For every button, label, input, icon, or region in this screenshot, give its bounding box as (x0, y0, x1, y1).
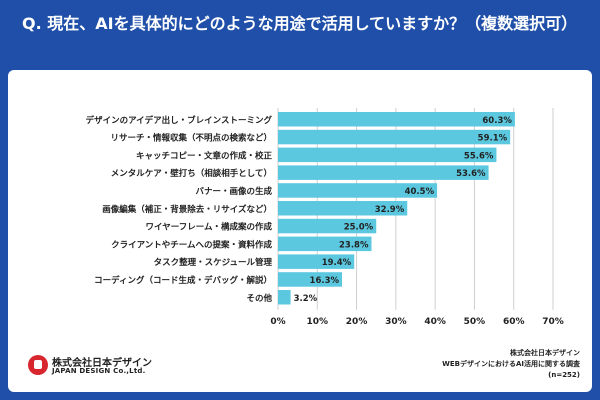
page-title: Q. 現在、AIを具体的にどのような用途で活用していますか？（複数選択可） (22, 14, 578, 33)
chart-card: 0% 10% 20% 30% 40% 50% 60% 70% デザインのアイデア出し・ブレインス… (8, 70, 592, 392)
logo-mark-icon (28, 355, 48, 375)
category-label: 画像編集（補正・背景除去・リサイズなど） (102, 204, 272, 215)
category-label: コーディング（コード生成・デバッグ・解説） (94, 275, 272, 286)
bar (278, 147, 497, 163)
bar (278, 254, 355, 269)
bar (278, 112, 515, 127)
source-company: 株式会社日本デザイン (510, 349, 580, 357)
x-tick-label: 0% (270, 317, 285, 327)
bar (278, 218, 377, 234)
value-label: 19.4% (322, 258, 352, 268)
value-label: 40.5% (405, 187, 435, 197)
company-logo: 株式会社日本デザイン JAPAN DESIGN Co.,Ltd. (28, 352, 152, 382)
x-tick-label: 50% (464, 317, 486, 327)
logo-subtitle: JAPAN DESIGN Co.,Ltd. (52, 367, 146, 375)
category-label: メンタルケア・壁打ち（相談相手として） (111, 168, 272, 179)
source-sample-size: (n=252) (548, 371, 580, 379)
bar (278, 290, 291, 305)
bar-chart: 0% 10% 20% 30% 40% 50% 60% 70% デザインのアイデア出し・ブレインス… (86, 108, 564, 327)
category-label: キャッチコピー・文章の作成・校正 (136, 150, 273, 161)
value-label: 16.3% (310, 276, 340, 286)
value-label: 25.0% (344, 223, 374, 233)
value-label: 55.6% (464, 151, 494, 161)
value-label: 32.9% (375, 205, 405, 215)
source-note: 株式会社日本デザイン WEBデザインにおけるAI活用に関する調査 (n=252) (442, 348, 580, 381)
bar (278, 129, 511, 145)
source-survey: WEBデザインにおけるAI活用に関する調査 (442, 360, 580, 368)
bar (278, 272, 343, 287)
value-label: 3.2% (294, 294, 318, 304)
x-tick-label: 40% (424, 317, 446, 327)
value-label: 23.8% (339, 240, 369, 250)
category-label: その他 (246, 293, 272, 304)
x-tick-label: 10% (307, 317, 329, 327)
bar (278, 165, 489, 180)
category-label: デザインのアイデア出し・ブレインストーミング (86, 115, 273, 126)
value-label: 53.6% (456, 169, 486, 179)
category-label: クライアントやチームへの提案・資料作成 (111, 239, 272, 250)
category-label: リサーチ・情報収集（不明点の検索など） (110, 133, 272, 144)
x-tick-label: 60% (503, 317, 525, 327)
value-label: 60.3% (482, 116, 512, 126)
category-label: ワイヤーフレーム・構成案の作成 (146, 222, 273, 233)
x-tick-label: 70% (542, 317, 564, 327)
bar (278, 236, 372, 252)
value-label: 59.1% (478, 134, 508, 144)
category-label: タスク整理・スケジュール管理 (154, 257, 273, 268)
category-label: バナー・画像の生成 (195, 186, 272, 197)
bar (278, 183, 438, 198)
x-tick-label: 20% (346, 317, 368, 327)
bar (278, 201, 408, 216)
logo-name: 株式会社日本デザイン (52, 358, 152, 369)
x-tick-label: 30% (385, 317, 407, 327)
